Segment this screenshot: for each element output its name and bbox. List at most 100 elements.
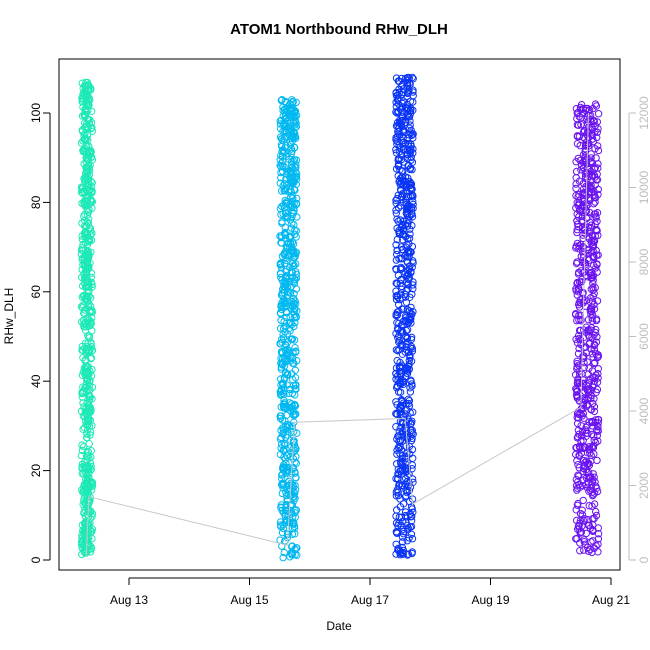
data-point xyxy=(80,255,89,263)
data-point xyxy=(584,200,592,209)
data-point xyxy=(80,292,88,301)
data-point xyxy=(277,96,285,105)
data-point xyxy=(578,380,587,388)
data-point xyxy=(575,451,583,459)
data-point xyxy=(79,368,88,376)
data-point xyxy=(585,547,593,555)
data-point xyxy=(593,385,602,394)
data-point xyxy=(279,136,287,145)
data-point xyxy=(84,527,93,536)
y-tick-label: 60 xyxy=(29,285,43,299)
data-point xyxy=(86,483,95,491)
data-point xyxy=(78,342,87,351)
data-point xyxy=(277,503,285,511)
data-point xyxy=(83,375,92,383)
data-point xyxy=(399,546,408,555)
data-point xyxy=(584,516,592,524)
data-point xyxy=(288,269,297,277)
y-tick-label: 40 xyxy=(29,374,43,388)
data-point xyxy=(393,410,401,418)
data-point xyxy=(399,128,407,136)
data-point xyxy=(580,363,588,371)
data-point xyxy=(276,269,285,277)
data-point xyxy=(290,299,298,307)
data-point xyxy=(85,186,93,194)
data-point xyxy=(392,92,401,100)
data-point xyxy=(582,214,591,223)
data-point xyxy=(591,198,599,206)
data-point xyxy=(406,450,414,458)
data-point xyxy=(392,209,400,218)
data-point xyxy=(587,181,595,190)
data-point xyxy=(87,354,96,362)
data-point xyxy=(87,153,96,161)
data-point xyxy=(573,484,582,492)
data-point xyxy=(397,121,406,129)
data-point xyxy=(281,230,289,238)
y2-tick-label: 8000 xyxy=(637,248,650,275)
data-point xyxy=(594,365,602,373)
data-point xyxy=(594,146,603,155)
data-point xyxy=(291,344,299,352)
data-point xyxy=(84,452,92,460)
chart-title: ATOM1 Northbound RHw_DLH xyxy=(230,21,448,38)
data-point xyxy=(405,399,413,408)
data-point xyxy=(407,303,415,312)
data-point xyxy=(278,298,286,307)
data-point xyxy=(406,420,415,428)
data-point xyxy=(276,204,285,213)
data-point xyxy=(78,371,87,379)
data-point xyxy=(574,201,582,210)
data-point xyxy=(581,174,590,183)
data-point xyxy=(404,367,412,375)
data-point xyxy=(398,254,406,262)
data-point xyxy=(593,378,602,386)
data-point xyxy=(577,422,585,430)
data-point xyxy=(83,251,91,259)
data-point xyxy=(407,419,416,427)
data-point xyxy=(395,319,403,328)
data-point xyxy=(80,309,88,317)
data-point xyxy=(588,333,596,341)
data-point xyxy=(399,220,407,229)
data-point xyxy=(590,331,598,339)
secondary-line-layer xyxy=(85,112,589,557)
data-point xyxy=(84,262,93,270)
data-point xyxy=(579,496,587,505)
data-point xyxy=(283,381,291,389)
data-point xyxy=(577,317,585,325)
data-point xyxy=(292,227,300,235)
data-point xyxy=(396,388,405,396)
data-point xyxy=(87,269,96,277)
data-point xyxy=(588,481,596,489)
data-point xyxy=(82,192,90,200)
data-point xyxy=(573,392,582,401)
data-point xyxy=(278,528,287,537)
data-point xyxy=(282,369,290,377)
data-point xyxy=(396,279,404,287)
data-point xyxy=(85,300,93,308)
y-tick-label: 0 xyxy=(29,556,43,563)
data-point xyxy=(573,357,581,365)
data-point xyxy=(398,264,406,273)
data-point xyxy=(574,461,582,469)
data-point xyxy=(407,333,416,341)
data-point xyxy=(406,344,415,352)
data-point xyxy=(288,425,296,433)
data-point xyxy=(573,363,581,371)
data-point xyxy=(280,203,289,212)
data-point xyxy=(406,107,414,116)
data-point xyxy=(392,136,400,144)
data-point xyxy=(286,481,294,489)
data-point xyxy=(278,218,286,226)
data-point xyxy=(78,446,87,455)
data-point xyxy=(594,524,602,532)
data-point xyxy=(288,157,296,166)
data-point xyxy=(278,335,286,343)
plot-box xyxy=(58,58,621,571)
data-point xyxy=(87,466,95,474)
data-point xyxy=(278,471,287,479)
data-point xyxy=(399,437,407,445)
data-point xyxy=(392,346,401,354)
data-point xyxy=(281,274,290,282)
